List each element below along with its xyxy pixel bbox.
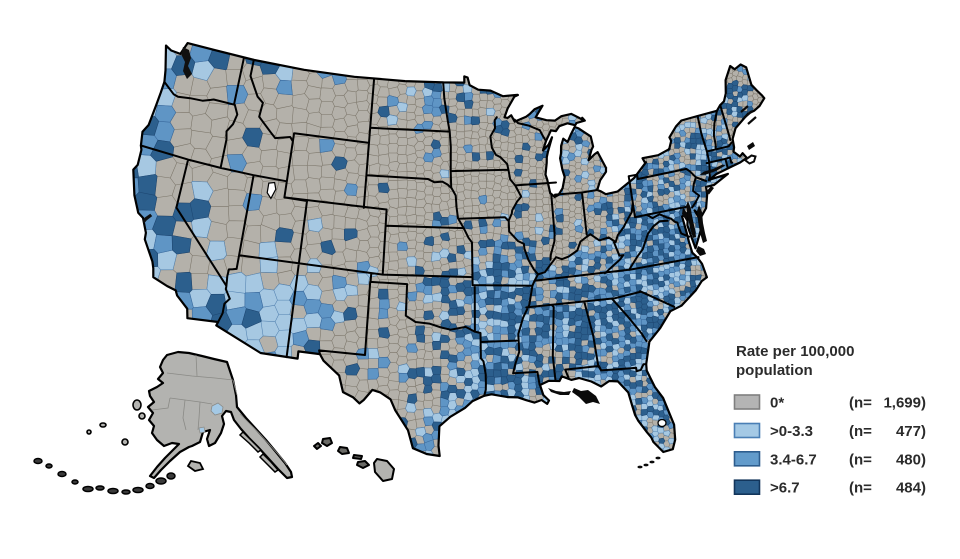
svg-text:population: population	[736, 362, 813, 379]
svg-text:(n=: (n=	[849, 451, 872, 468]
svg-text:Rate per 100,000: Rate per 100,000	[736, 343, 854, 360]
svg-text:>0-3.3: >0-3.3	[770, 423, 813, 440]
svg-text:1,699): 1,699)	[883, 395, 926, 412]
svg-text:(n=: (n=	[849, 480, 872, 497]
svg-text:(n=: (n=	[849, 423, 872, 440]
svg-text:(n=: (n=	[849, 395, 872, 412]
svg-text:480): 480)	[896, 451, 926, 468]
svg-text:3.4-6.7: 3.4-6.7	[770, 451, 817, 468]
svg-text:484): 484)	[896, 480, 926, 497]
svg-text:0*: 0*	[770, 395, 784, 412]
svg-text:>6.7: >6.7	[770, 480, 800, 497]
svg-text:477): 477)	[896, 423, 926, 440]
